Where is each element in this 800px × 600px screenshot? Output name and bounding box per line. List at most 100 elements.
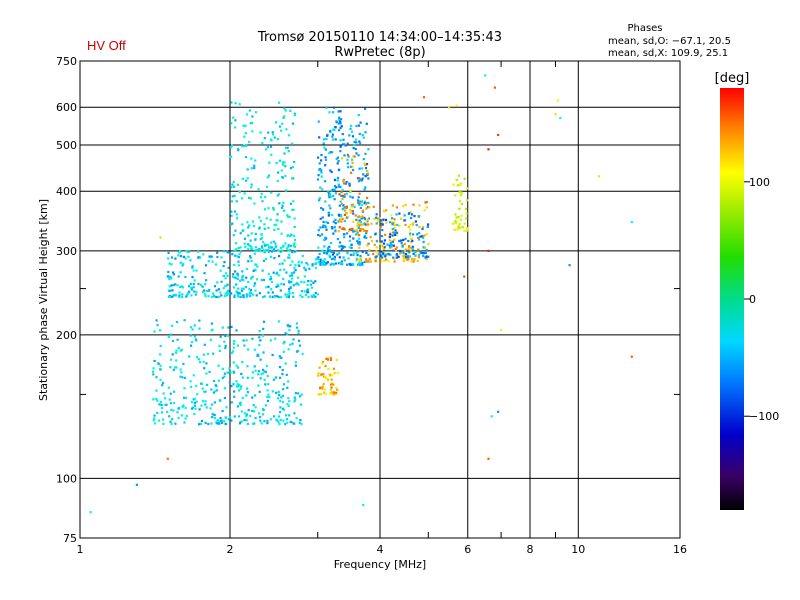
data-point: [152, 419, 155, 422]
data-point: [189, 259, 192, 262]
data-point: [230, 214, 233, 217]
data-point: [355, 251, 358, 254]
data-point: [202, 353, 205, 356]
data-point: [324, 364, 327, 368]
data-point: [366, 218, 370, 221]
data-point: [169, 275, 172, 278]
data-point: [337, 122, 340, 125]
data-point: [333, 185, 337, 188]
data-point: [345, 192, 349, 195]
data-point: [189, 380, 192, 383]
data-point: [203, 343, 206, 346]
data-point: [427, 223, 430, 226]
data-point: [235, 364, 238, 367]
data-point: [338, 219, 341, 222]
data-point: [291, 177, 294, 180]
data-point: [317, 246, 320, 249]
data-point: [328, 245, 331, 248]
data-point: [167, 257, 170, 260]
data-point: [487, 457, 490, 460]
data-point: [358, 177, 361, 180]
data-point: [330, 226, 333, 229]
data-point: [254, 111, 258, 114]
data-point: [204, 390, 207, 393]
data-point: [300, 290, 303, 293]
data-point: [292, 338, 295, 341]
data-point: [321, 387, 324, 390]
data-point: [239, 246, 242, 249]
data-point: [246, 177, 249, 180]
data-point: [196, 393, 199, 396]
data-point: [343, 236, 346, 239]
data-point: [175, 351, 178, 354]
data-point: [192, 398, 195, 401]
data-point: [250, 167, 253, 170]
data-point: [356, 199, 360, 202]
data-point: [364, 223, 367, 226]
data-point: [203, 289, 206, 292]
data-point: [380, 224, 383, 227]
data-point: [203, 390, 206, 393]
data-point: [166, 275, 169, 278]
data-point: [324, 263, 327, 266]
data-point: [231, 351, 234, 355]
data-point: [212, 391, 215, 394]
data-point: [157, 362, 160, 365]
data-point: [275, 162, 278, 165]
data-point: [380, 240, 383, 243]
data-point: [399, 239, 403, 242]
data-point: [325, 106, 328, 109]
data-point: [355, 141, 358, 144]
data-point: [293, 267, 296, 270]
data-point: [389, 253, 392, 256]
data-point: [296, 326, 299, 329]
data-point: [233, 340, 236, 343]
data-point: [317, 156, 320, 159]
data-point: [239, 402, 242, 405]
data-point: [395, 246, 398, 249]
data-point: [193, 279, 196, 282]
data-point: [290, 272, 293, 275]
data-point: [249, 255, 252, 258]
data-point: [341, 157, 344, 160]
data-point: [261, 247, 264, 250]
data-point: [194, 293, 197, 296]
data-point: [372, 253, 375, 256]
data-point: [271, 133, 275, 136]
data-point: [358, 237, 361, 240]
data-point: [246, 422, 249, 425]
data-point: [262, 278, 265, 281]
data-point: [253, 365, 256, 368]
data-point: [363, 216, 366, 219]
data-point: [401, 243, 404, 246]
data-point: [176, 338, 179, 341]
data-point: [174, 283, 177, 286]
data-point: [226, 294, 229, 297]
data-point: [375, 213, 378, 216]
data-point: [257, 370, 260, 373]
data-point: [358, 140, 361, 143]
data-point: [459, 183, 462, 187]
data-point: [293, 238, 296, 241]
data-point: [279, 356, 282, 360]
data-point: [383, 239, 386, 242]
data-point: [320, 207, 323, 210]
data-point: [248, 196, 251, 199]
data-point: [286, 234, 289, 237]
data-point: [361, 134, 364, 137]
stats-title: Phases: [627, 23, 662, 34]
data-point: [230, 186, 233, 189]
data-point: [321, 208, 325, 211]
data-point: [204, 400, 207, 403]
data-point: [293, 225, 296, 228]
data-point: [409, 228, 412, 231]
data-point: [259, 419, 262, 422]
data-point: [284, 293, 287, 296]
data-point: [326, 247, 330, 250]
data-point: [339, 200, 342, 203]
data-point: [329, 356, 332, 359]
data-point: [320, 393, 323, 396]
data-point: [270, 288, 273, 291]
data-point: [327, 367, 330, 370]
data-point: [372, 205, 375, 208]
